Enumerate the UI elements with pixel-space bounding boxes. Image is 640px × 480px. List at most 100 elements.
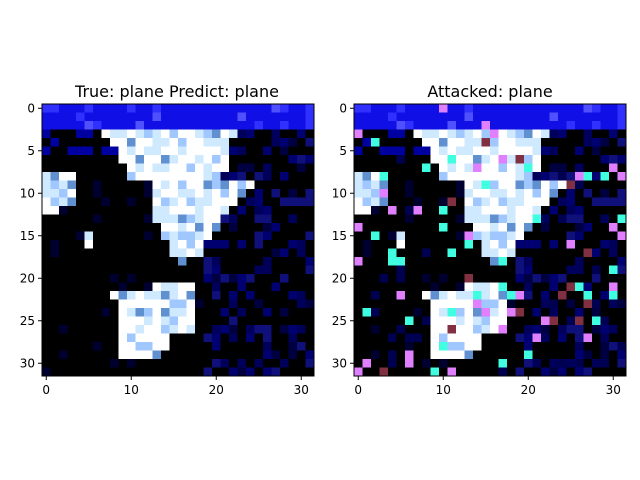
pixel-cell bbox=[481, 163, 491, 173]
pixel-cell bbox=[541, 146, 550, 156]
pixel-cell bbox=[600, 248, 610, 258]
pixel-cell bbox=[524, 325, 533, 334]
pixel-cell bbox=[144, 121, 153, 130]
pixel-cell bbox=[152, 316, 162, 326]
x-tick-label: 10 bbox=[124, 383, 139, 397]
pixel-cell bbox=[220, 367, 230, 377]
pixel-cell bbox=[161, 316, 170, 326]
pixel-cell bbox=[84, 248, 94, 258]
pixel-cell bbox=[254, 350, 264, 360]
pixel-cell bbox=[161, 231, 170, 241]
pixel-cell bbox=[481, 282, 491, 292]
pixel-cell bbox=[583, 155, 593, 164]
pixel-cell bbox=[110, 257, 119, 266]
pixel-cell bbox=[507, 308, 516, 317]
pixel-cell bbox=[498, 240, 508, 249]
pixel-cell bbox=[498, 274, 508, 283]
pixel-cell bbox=[186, 163, 196, 173]
pixel-cell bbox=[379, 231, 389, 241]
pixel-cell bbox=[203, 163, 213, 173]
pixel-cell bbox=[413, 121, 423, 130]
pixel-cell bbox=[430, 333, 440, 343]
pixel-cell bbox=[288, 265, 298, 275]
pixel-cell bbox=[354, 104, 363, 113]
pixel-cell bbox=[498, 342, 508, 351]
pixel-cell bbox=[246, 299, 255, 309]
pixel-cell bbox=[186, 257, 196, 266]
pixel-cell bbox=[288, 350, 298, 360]
pixel-cell bbox=[263, 316, 272, 326]
pixel-cell bbox=[379, 257, 389, 266]
pixel-cell bbox=[430, 367, 440, 377]
pixel-cell bbox=[59, 206, 68, 215]
pixel-cell bbox=[430, 325, 440, 334]
pixel-cell bbox=[271, 333, 281, 343]
pixel-cell bbox=[524, 104, 533, 113]
pixel-cell bbox=[135, 180, 145, 190]
pixel-cell bbox=[396, 257, 406, 266]
pixel-cell bbox=[305, 138, 315, 147]
pixel-cell bbox=[362, 342, 372, 351]
pixel-cell bbox=[186, 172, 196, 181]
pixel-cell bbox=[396, 104, 406, 113]
pixel-cell bbox=[600, 308, 610, 317]
pixel-cell bbox=[481, 274, 491, 283]
pixel-cell bbox=[118, 146, 128, 156]
pixel-cell bbox=[515, 350, 525, 360]
pixel-cell bbox=[288, 180, 298, 190]
pixel-cell bbox=[59, 316, 68, 326]
pixel-cell bbox=[110, 231, 119, 241]
pixel-cell bbox=[271, 189, 281, 198]
pixel-cell bbox=[195, 172, 204, 181]
pixel-cell bbox=[405, 282, 414, 292]
pixel-cell bbox=[135, 146, 145, 156]
pixel-cell bbox=[617, 163, 627, 173]
pixel-cell bbox=[558, 240, 567, 249]
pixel-cell bbox=[305, 342, 315, 351]
pixel-cell bbox=[67, 231, 77, 241]
pixel-cell bbox=[195, 197, 204, 207]
pixel-cell bbox=[263, 172, 272, 181]
pixel-cell bbox=[186, 197, 196, 207]
pixel-cell bbox=[371, 333, 380, 343]
pixel-cell bbox=[430, 197, 440, 207]
pixel-cell bbox=[362, 155, 372, 164]
pixel-cell bbox=[84, 342, 94, 351]
pixel-cell bbox=[93, 282, 102, 292]
pixel-cell bbox=[178, 206, 187, 215]
pixel-cell bbox=[67, 350, 77, 360]
pixel-cell bbox=[405, 189, 414, 198]
pixel-cell bbox=[203, 359, 213, 368]
pixel-cell bbox=[127, 342, 136, 351]
pixel-cell bbox=[575, 367, 584, 377]
pixel-cell bbox=[464, 146, 474, 156]
pixel-cell bbox=[481, 316, 491, 326]
pixel-cell bbox=[371, 265, 380, 275]
pixel-cell bbox=[161, 257, 170, 266]
pixel-cell bbox=[67, 104, 77, 113]
pixel-cell bbox=[263, 214, 272, 224]
pixel-cell bbox=[566, 104, 576, 113]
pixel-cell bbox=[84, 299, 94, 309]
x-tick-label: 20 bbox=[209, 383, 224, 397]
pixel-cell bbox=[152, 163, 162, 173]
pixel-cell bbox=[490, 367, 499, 377]
pixel-cell bbox=[297, 333, 306, 343]
pixel-cell bbox=[246, 350, 255, 360]
pixel-cell bbox=[152, 265, 162, 275]
pixel-cell bbox=[379, 104, 389, 113]
pixel-cell bbox=[135, 104, 145, 113]
pixel-cell bbox=[575, 121, 584, 130]
pixel-cell bbox=[254, 274, 264, 283]
pixel-cell bbox=[67, 325, 77, 334]
pixel-cell bbox=[524, 265, 533, 275]
pixel-cell bbox=[195, 367, 204, 377]
pixel-cell bbox=[144, 112, 153, 122]
pixel-cell bbox=[464, 231, 474, 241]
pixel-cell bbox=[305, 189, 315, 198]
pixel-cell bbox=[195, 282, 204, 292]
pixel-cell bbox=[144, 189, 153, 198]
pixel-cell bbox=[617, 257, 627, 266]
pixel-cell bbox=[515, 129, 525, 139]
